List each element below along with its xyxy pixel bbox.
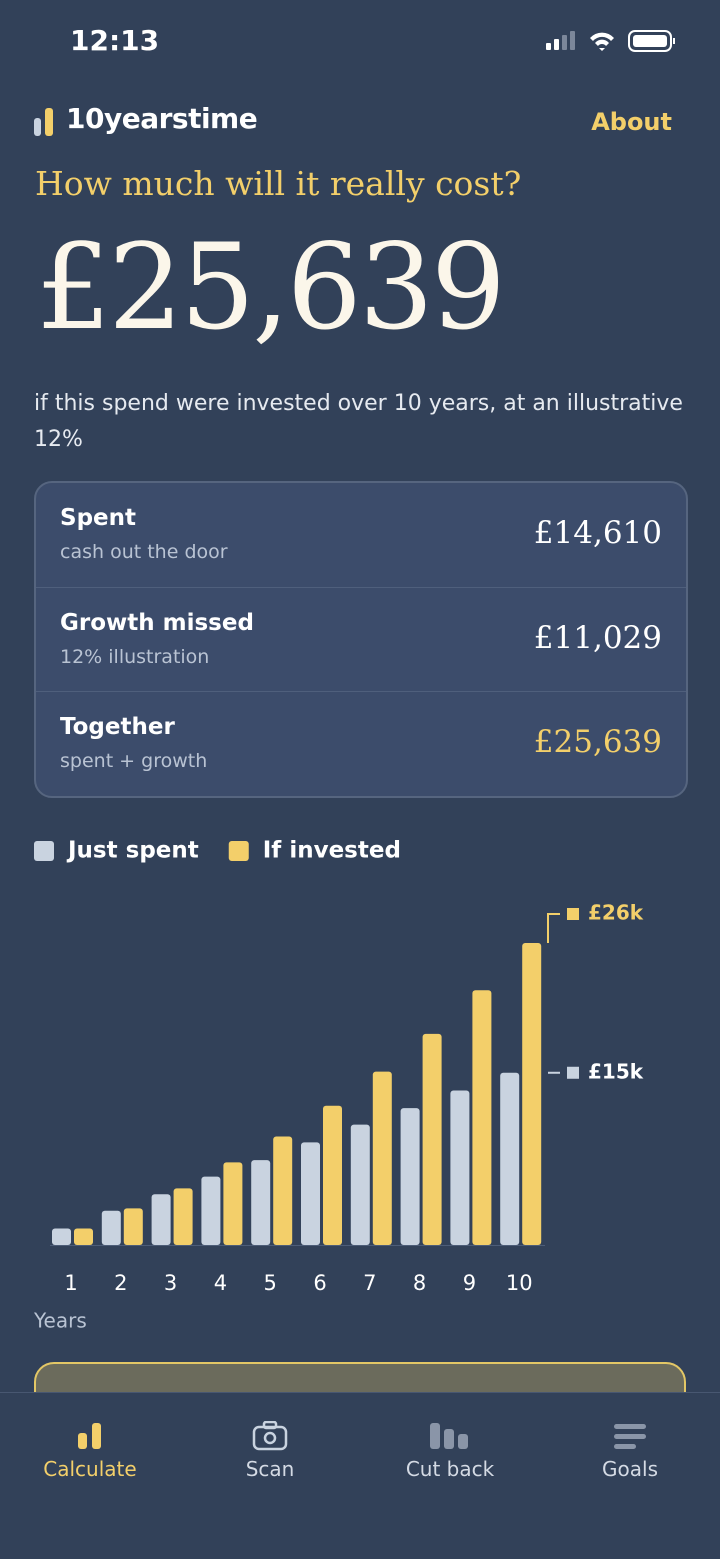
label-marker xyxy=(567,908,579,920)
x-tick-label: 8 xyxy=(413,1271,426,1295)
summary-row: Together spent + growth £25,639 xyxy=(36,691,686,796)
value-label: £26k xyxy=(588,901,644,925)
row-label: Together xyxy=(60,714,175,740)
legend-label: If invested xyxy=(263,838,401,864)
tab-icon xyxy=(78,1423,101,1449)
tab-bar: Calculate Scan Cut back Goals xyxy=(0,1392,720,1559)
x-axis-label: Years xyxy=(33,1309,87,1333)
tab-label: Calculate xyxy=(43,1457,137,1481)
bar xyxy=(522,943,542,1245)
brand-logo xyxy=(34,108,53,136)
x-tick-label: 3 xyxy=(164,1271,177,1295)
bar xyxy=(251,1160,271,1245)
value-label: £15k xyxy=(588,1059,644,1083)
chart: Years Just spent If invested 1 2 3 4 5 6 7 8 9 10 £1… xyxy=(33,838,644,1333)
row-sub: 12% illustration xyxy=(60,646,210,668)
tab-label: Cut back xyxy=(405,1457,495,1481)
label-leader xyxy=(547,913,560,943)
x-tick-label: 6 xyxy=(313,1271,326,1295)
bar xyxy=(350,1124,370,1245)
x-tick-label: 1 xyxy=(64,1271,77,1295)
tab-icon xyxy=(252,1421,288,1451)
bar xyxy=(151,1194,171,1245)
row-amount: £11,029 xyxy=(533,620,662,656)
x-tick-label: 2 xyxy=(114,1271,127,1295)
x-tick-label: 4 xyxy=(214,1271,227,1295)
brand-name: 10yearstime xyxy=(66,102,258,135)
tab-label: Scan xyxy=(245,1457,295,1481)
x-tick-label: 7 xyxy=(363,1271,376,1295)
x-tick-label: 10 xyxy=(506,1271,533,1295)
bar xyxy=(101,1210,121,1245)
row-label: Spent xyxy=(60,505,136,531)
bar xyxy=(372,1071,392,1245)
legend-swatch xyxy=(228,841,249,861)
tab-label: Goals xyxy=(602,1457,658,1481)
bar xyxy=(422,1033,442,1245)
bar xyxy=(223,1162,243,1245)
bar xyxy=(173,1188,193,1245)
legend-label: Just spent xyxy=(66,838,199,864)
row-sub: cash out the door xyxy=(60,541,228,563)
row-amount: £25,639 xyxy=(533,724,662,760)
question: How much will it really cost? xyxy=(35,164,522,203)
tab-scan[interactable]: Scan xyxy=(180,1421,360,1481)
bar xyxy=(301,1142,320,1245)
total-amount: £25,639 xyxy=(36,218,506,356)
legend-swatch xyxy=(34,841,54,861)
bar xyxy=(273,1136,293,1245)
bar xyxy=(74,1228,93,1245)
summary-row: Spent cash out the door £14,610 xyxy=(36,483,686,587)
status-time: 12:13 xyxy=(70,24,160,57)
summary-card: Spent cash out the door £14,610 Growth m… xyxy=(34,481,688,798)
row-sub: spent + growth xyxy=(60,750,208,772)
bar xyxy=(123,1208,143,1245)
row-amount: £14,610 xyxy=(533,515,662,551)
bar xyxy=(400,1108,420,1245)
bar xyxy=(201,1176,221,1245)
bar xyxy=(500,1072,520,1245)
tab-cut-back[interactable]: Cut back xyxy=(360,1421,540,1481)
status-icons xyxy=(546,30,675,52)
description: if this spend were invested over 10 year… xyxy=(34,391,683,452)
bar xyxy=(323,1105,342,1245)
tab-goals[interactable]: Goals xyxy=(540,1421,720,1481)
tab-icon xyxy=(614,1424,646,1449)
bar xyxy=(472,990,492,1245)
row-label: Growth missed xyxy=(60,610,254,636)
bar xyxy=(450,1090,470,1245)
bar xyxy=(52,1228,71,1245)
tab-calculate[interactable]: Calculate xyxy=(0,1421,180,1481)
x-tick-label: 5 xyxy=(264,1271,277,1295)
x-tick-label: 9 xyxy=(463,1271,476,1295)
summary-row: Growth missed 12% illustration £11,029 xyxy=(36,587,686,692)
label-marker xyxy=(567,1066,579,1079)
tab-icon xyxy=(430,1423,468,1449)
about-link[interactable]: About xyxy=(591,108,672,136)
